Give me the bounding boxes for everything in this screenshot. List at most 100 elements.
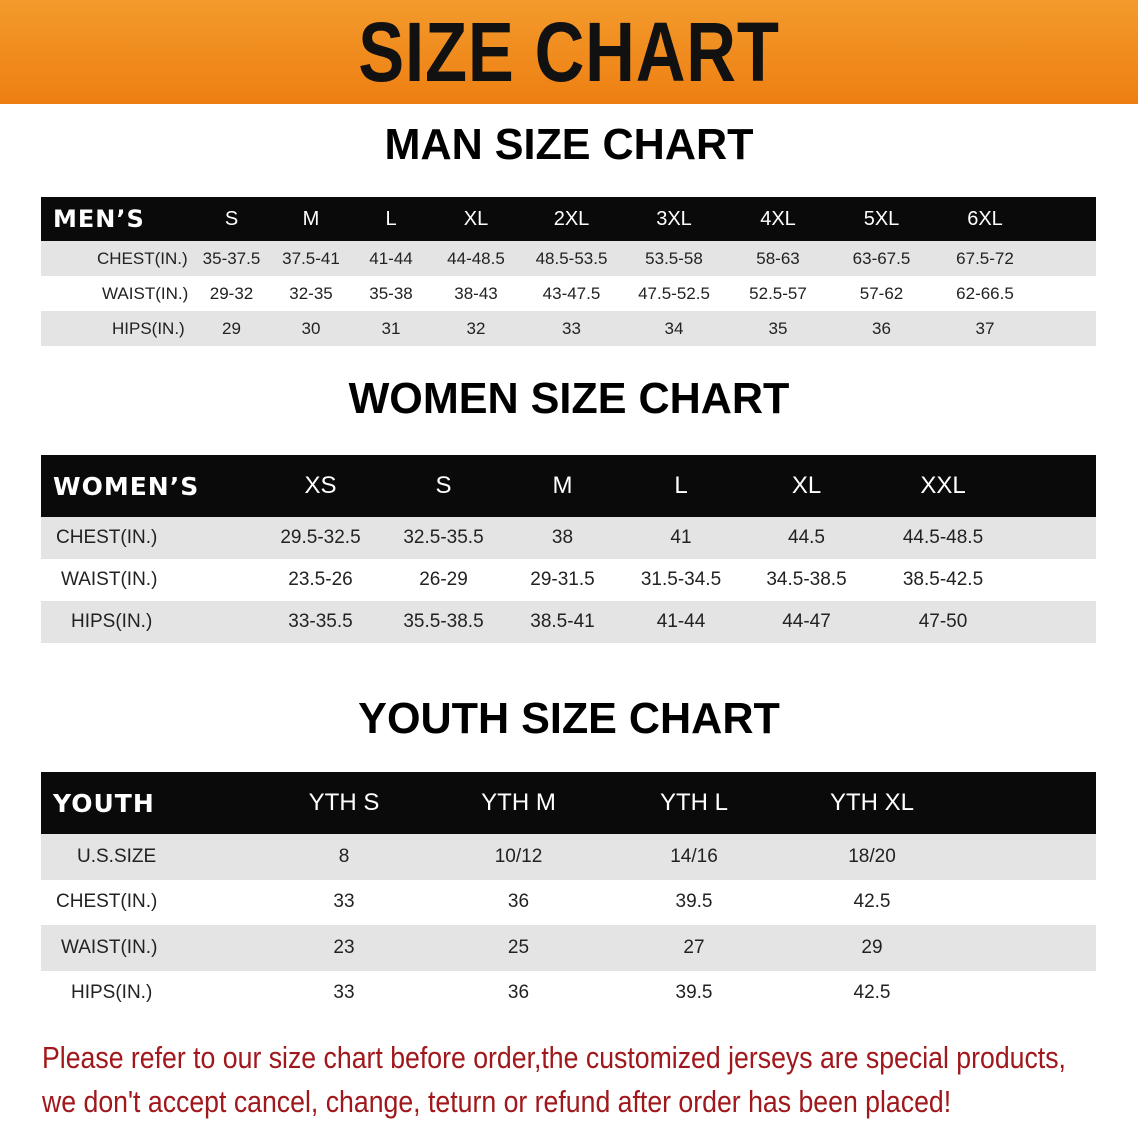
row-filler xyxy=(962,925,1096,971)
measurement-value: 47-50 xyxy=(872,601,1014,643)
measurement-value: 38-43 xyxy=(431,276,521,311)
youth-size-table: YOUTH YTH S YTH M YTH L YTH XL U.S.SIZE 8 10/12… xyxy=(41,772,1096,1016)
measurement-value: 8 xyxy=(257,834,431,880)
women-header-row: WOMEN’S XS S M L XL XXL xyxy=(41,455,1096,517)
measurement-value: 39.5 xyxy=(606,879,782,925)
size-column-header: M xyxy=(504,455,621,517)
measurement-value: 32 xyxy=(431,311,521,346)
measurement-value: 62-66.5 xyxy=(933,276,1037,311)
table-row: CHEST(IN.) 29.5-32.5 32.5-35.5 38 41 44.5 44.5… xyxy=(41,517,1096,559)
men-section-title: MAN SIZE CHART xyxy=(384,120,754,169)
measurement-label: CHEST(IN.) xyxy=(41,241,192,276)
measurement-value: 47.5-52.5 xyxy=(622,276,726,311)
measurement-value: 23 xyxy=(257,925,431,971)
table-row: HIPS(IN.) 33-35.5 35.5-38.5 38.5-41 41-44 44-… xyxy=(41,601,1096,643)
measurement-label: WAIST(IN.) xyxy=(41,925,257,971)
table-row: CHEST(IN.) 35-37.5 37.5-41 41-44 44-48.5 48.5… xyxy=(41,241,1096,276)
measurement-value: 44-48.5 xyxy=(431,241,521,276)
row-filler xyxy=(1037,241,1096,276)
row-filler xyxy=(962,834,1096,880)
youth-header-label: YOUTH xyxy=(41,772,257,834)
men-header-label: MEN’S xyxy=(41,197,192,241)
measurement-value: 36 xyxy=(431,879,606,925)
measurement-value: 33 xyxy=(257,879,431,925)
size-column-header: XL xyxy=(431,197,521,241)
women-size-table: WOMEN’S XS S M L XL XXL CHEST(IN.) 29.5-32.5 32.5… xyxy=(41,455,1096,643)
measurement-value: 43-47.5 xyxy=(521,276,622,311)
measurement-value: 48.5-53.5 xyxy=(521,241,622,276)
banner: SIZE CHART xyxy=(0,0,1138,104)
order-notice-line-2: we don't accept cancel, change, teturn o… xyxy=(42,1084,952,1119)
measurement-value: 32.5-35.5 xyxy=(383,517,504,559)
women-header-label: WOMEN’S xyxy=(41,455,258,517)
row-filler xyxy=(1037,276,1096,311)
size-column-header: XXL xyxy=(872,455,1014,517)
size-column-header: L xyxy=(621,455,741,517)
measurement-value: 57-62 xyxy=(830,276,933,311)
measurement-value: 29.5-32.5 xyxy=(258,517,383,559)
size-column-header: 4XL xyxy=(726,197,830,241)
measurement-value: 44.5 xyxy=(741,517,872,559)
measurement-value: 58-63 xyxy=(726,241,830,276)
youth-header-row: YOUTH YTH S YTH M YTH L YTH XL xyxy=(41,772,1096,834)
banner-title: SIZE CHART xyxy=(358,4,780,99)
measurement-value: 33 xyxy=(257,970,431,1016)
men-size-table: MEN’S S M L XL 2XL 3XL 4XL 5XL 6XL CHEST(IN.) 35-37… xyxy=(41,197,1096,346)
size-column-header: 2XL xyxy=(521,197,622,241)
measurement-value: 33 xyxy=(521,311,622,346)
measurement-value: 63-67.5 xyxy=(830,241,933,276)
measurement-value: 44-47 xyxy=(741,601,872,643)
measurement-value: 34 xyxy=(622,311,726,346)
measurement-value: 23.5-26 xyxy=(258,559,383,601)
size-column-header: 5XL xyxy=(830,197,933,241)
measurement-value: 30 xyxy=(271,311,351,346)
measurement-value: 35-38 xyxy=(351,276,431,311)
measurement-value: 37.5-41 xyxy=(271,241,351,276)
size-column-header: S xyxy=(383,455,504,517)
measurement-value: 44.5-48.5 xyxy=(872,517,1014,559)
measurement-value: 42.5 xyxy=(782,879,962,925)
measurement-label: WAIST(IN.) xyxy=(41,276,192,311)
measurement-value: 36 xyxy=(830,311,933,346)
measurement-label: CHEST(IN.) xyxy=(41,879,257,925)
measurement-value: 41 xyxy=(621,517,741,559)
women-section-title: WOMEN SIZE CHART xyxy=(348,374,790,423)
measurement-value: 38.5-41 xyxy=(504,601,621,643)
size-column-header: XS xyxy=(258,455,383,517)
size-column-header: 6XL xyxy=(933,197,1037,241)
measurement-value: 27 xyxy=(606,925,782,971)
measurement-value: 53.5-58 xyxy=(622,241,726,276)
order-notice-line-1: Please refer to our size chart before or… xyxy=(42,1040,1066,1075)
measurement-value: 36 xyxy=(431,970,606,1016)
table-row: HIPS(IN.) 33 36 39.5 42.5 xyxy=(41,970,1096,1016)
measurement-label: HIPS(IN.) xyxy=(41,311,192,346)
measurement-value: 34.5-38.5 xyxy=(741,559,872,601)
measurement-value: 10/12 xyxy=(431,834,606,880)
size-column-header: M xyxy=(271,197,351,241)
measurement-value: 52.5-57 xyxy=(726,276,830,311)
row-filler xyxy=(1014,517,1096,559)
measurement-value: 26-29 xyxy=(383,559,504,601)
measurement-value: 67.5-72 xyxy=(933,241,1037,276)
measurement-value: 35 xyxy=(726,311,830,346)
measurement-value: 37 xyxy=(933,311,1037,346)
size-column-header: 3XL xyxy=(622,197,726,241)
size-column-header: YTH L xyxy=(606,772,782,834)
row-filler xyxy=(1014,559,1096,601)
measurement-label: CHEST(IN.) xyxy=(41,517,258,559)
measurement-value: 14/16 xyxy=(606,834,782,880)
header-filler xyxy=(1037,197,1096,241)
row-filler xyxy=(1014,601,1096,643)
size-column-header: L xyxy=(351,197,431,241)
measurement-value: 38 xyxy=(504,517,621,559)
measurement-value: 31 xyxy=(351,311,431,346)
size-column-header: S xyxy=(192,197,271,241)
measurement-label: WAIST(IN.) xyxy=(41,559,258,601)
measurement-value: 29-32 xyxy=(192,276,271,311)
measurement-value: 41-44 xyxy=(621,601,741,643)
measurement-value: 29-31.5 xyxy=(504,559,621,601)
measurement-value: 32-35 xyxy=(271,276,351,311)
measurement-value: 29 xyxy=(192,311,271,346)
measurement-value: 29 xyxy=(782,925,962,971)
men-header-row: MEN’S S M L XL 2XL 3XL 4XL 5XL 6XL xyxy=(41,197,1096,241)
